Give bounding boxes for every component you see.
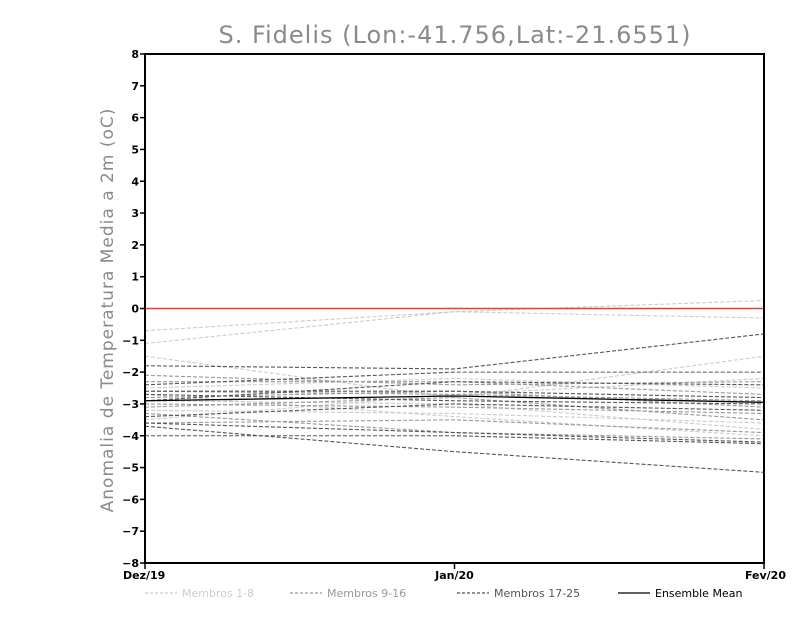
y-axis: 8 7 6 5 4 3 2 1 0 −1 −2 −3 −4 −5 −6 −7 −8 [122,48,145,570]
y-tick-label: 3 [131,207,139,220]
y-tick-label: 8 [131,48,139,61]
legend-label: Membros 1-8 [182,587,254,600]
series-line-14 [144,419,765,434]
y-axis-label: Anomalia de Temperatura Media a 2m (oC) [98,108,118,513]
y-tick-label: −7 [122,525,139,538]
legend-label: Membros 17-25 [494,587,580,600]
legend-label: Membros 9-16 [327,587,406,600]
x-tick-label: Jan/20 [434,569,474,582]
chart-title: S. Fidelis (Lon:-41.756,Lat:-21.6551) [218,21,691,49]
series-line-19 [144,425,765,473]
y-tick-label: 6 [131,112,139,125]
series-line-20 [145,435,765,445]
series-line-24 [144,422,765,443]
series-line-1 [144,299,765,332]
y-tick-label: −6 [122,493,139,506]
legend: Membros 1-8 Membros 9-16 Membros 17-25 Ense… [145,587,742,600]
series-line-2 [144,311,765,345]
series-line-21 [144,381,765,402]
y-tick-label: 5 [131,143,139,156]
y-tick-label: −5 [122,462,139,475]
series-line-9 [145,381,765,395]
series-line-22 [144,403,765,418]
y-tick-label: −4 [122,430,139,443]
series-line-12 [144,412,765,440]
y-tick-label: 0 [131,303,139,316]
series-line-26 [144,395,765,403]
x-tick-label: Fev/20 [745,569,786,582]
series-line-23 [144,393,765,405]
series-line-13 [144,390,765,402]
plot-series [144,299,765,473]
y-tick-label: −2 [122,366,139,379]
y-tick-label: −8 [122,557,139,570]
series-line-4 [144,377,765,389]
y-tick-label: 7 [131,80,139,93]
series-line-8 [144,393,765,437]
y-tick-label: −1 [122,334,139,347]
series-line-18 [144,371,764,386]
series-line-11 [144,403,765,415]
series-line-15 [144,374,765,386]
series-line-17 [144,333,765,370]
legend-label: Ensemble Mean [655,587,742,600]
series-line-25 [145,390,765,399]
y-tick-label: 1 [131,271,139,284]
x-axis: Dez/19 Jan/20 Fev/20 [123,563,786,582]
x-tick-label: Dez/19 [123,569,165,582]
series-line-16 [144,397,765,421]
y-tick-label: 4 [131,175,139,188]
y-tick-label: 2 [131,239,139,252]
y-tick-label: −3 [122,398,139,411]
